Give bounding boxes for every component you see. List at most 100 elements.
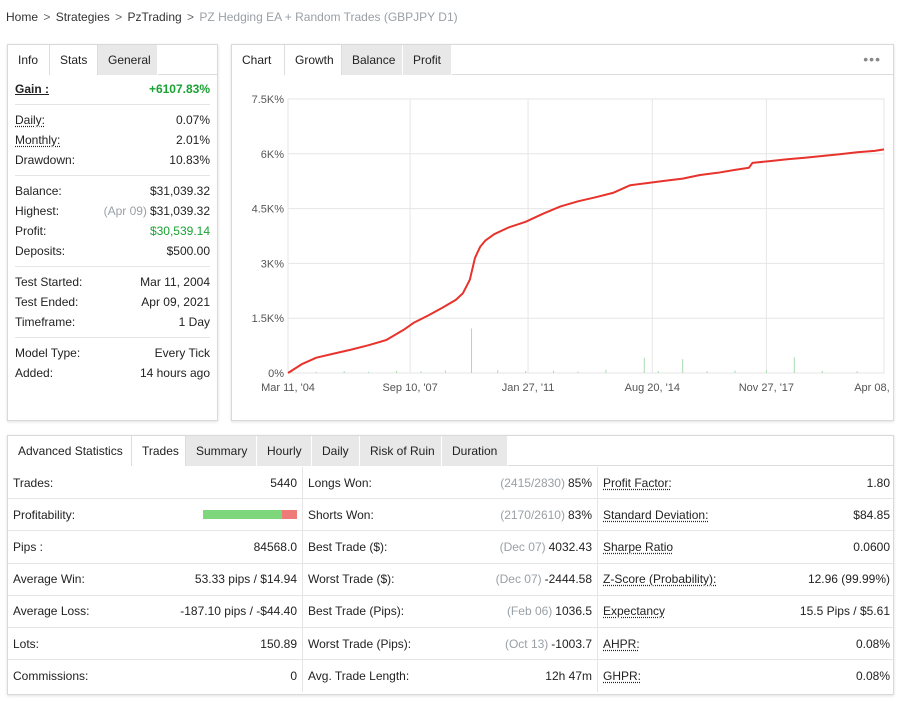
tab-growth[interactable]: Growth (284, 45, 342, 75)
ahpr-label[interactable]: AHPR: (603, 636, 640, 651)
breadcrumb-home[interactable]: Home (6, 10, 39, 24)
tab-chart[interactable]: Chart (232, 45, 284, 75)
average-loss-value: -187.10 pips / -$44.40 (180, 604, 297, 619)
stat-row: Expectancy 15.5 Pips / $5.61 (598, 596, 895, 628)
tab-hourly[interactable]: Hourly (257, 436, 312, 466)
stat-row: Sharpe Ratio 0.0600 (598, 531, 895, 564)
best-trade-pips-label: Best Trade (Pips): (308, 604, 405, 619)
lots-label: Lots: (13, 636, 40, 651)
tab-info[interactable]: Info (8, 45, 49, 75)
tab-duration[interactable]: Duration (442, 436, 508, 466)
y-tick-label: 1.5K% (252, 313, 285, 325)
advanced-col-3: Profit Factor: 1.80 Standard Deviation: $8… (598, 467, 895, 692)
advanced-col-1: Trades: 5440 Profitability: Pips : 84568.0… (8, 467, 303, 693)
z-score-label[interactable]: Z-Score (Probability): (603, 572, 717, 587)
shorts-won-value: 83% (567, 507, 592, 522)
average-loss-label: Average Loss: (13, 604, 90, 619)
expectancy-value: 15.5 Pips / $5.61 (799, 604, 890, 619)
tab-trades[interactable]: Trades (131, 436, 186, 466)
profit-value: $30,539.14 (149, 224, 210, 238)
ahpr-value: 0.08% (855, 636, 890, 651)
ellipsis-icon[interactable]: ••• (863, 51, 881, 67)
timeframe-label: Timeframe: (15, 315, 76, 329)
best-trade-usd-label: Best Trade ($): (308, 539, 388, 554)
lots-value: 150.89 (260, 636, 297, 651)
ghpr-label[interactable]: GHPR: (603, 669, 642, 684)
commissions-value: 0 (290, 669, 297, 684)
x-tick-label: Jan 27, '11 (502, 382, 555, 394)
x-tick-label: Nov 27, '17 (739, 382, 794, 394)
worst-trade-usd-note: (Dec 07) (495, 572, 542, 587)
tab-daily[interactable]: Daily (312, 436, 360, 466)
worst-trade-pips-value: -1003.7 (551, 636, 592, 651)
x-tick-label: Sep 10, '07 (382, 382, 437, 394)
breadcrumb-separator: > (43, 10, 51, 24)
x-tick-label: Mar 11, '04 (261, 382, 315, 394)
gain-label[interactable]: Gain : (15, 82, 50, 96)
profitability-bar (203, 510, 297, 520)
profitability-label: Profitability: (13, 507, 76, 522)
added-label: Added: (15, 366, 54, 380)
breadcrumb-current: PZ Hedging EA + Random Trades (GBPJPY D1… (199, 10, 458, 24)
test-started-value: Mar 11, 2004 (140, 275, 210, 289)
profit-label: Profit: (15, 224, 47, 238)
gain-value: +6107.83% (148, 82, 210, 96)
profit-row: Profit: $30,539.14 (15, 221, 210, 241)
info-body: Gain : +6107.83% Daily: 0.07% Monthly: 2… (8, 75, 217, 388)
profit-factor-label[interactable]: Profit Factor: (603, 475, 672, 490)
sharpe-ratio-label[interactable]: Sharpe Ratio (603, 539, 674, 554)
tab-balance[interactable]: Balance (342, 45, 403, 75)
test-ended-label: Test Ended: (15, 295, 79, 309)
tab-risk-of-ruin[interactable]: Risk of Ruin (360, 436, 442, 466)
info-tabs: Info Stats General (8, 45, 217, 75)
monthly-label[interactable]: Monthly: (15, 133, 61, 147)
stat-row: Profitability: (8, 499, 302, 532)
stat-row: AHPR: 0.08% (598, 628, 895, 661)
avg-trade-length-value: 12h 47m (545, 669, 592, 684)
best-trade-pips-note: (Feb 06) (506, 604, 553, 619)
tab-general[interactable]: General (98, 45, 158, 75)
timeframe-value: 1 Day (178, 315, 210, 329)
ghpr-value: 0.08% (855, 669, 890, 684)
gain-row: Gain : +6107.83% (15, 79, 210, 99)
shorts-won-note: (2170/2610) (500, 507, 565, 522)
added-value: 14 hours ago (139, 366, 210, 380)
breadcrumb-pztrading[interactable]: PzTrading (127, 10, 182, 24)
average-win-value: 53.33 pips / $14.94 (194, 572, 297, 587)
growth-chart: 0% 1.5K% 3K% 4.5K% 6K% 7.5K% Mar 11, '04 Sep 10… (252, 94, 893, 394)
model-type-label: Model Type: (15, 346, 81, 360)
stat-row: Best Trade ($): (Dec 07) 4032.43 (303, 531, 597, 564)
expectancy-label[interactable]: Expectancy (603, 604, 666, 619)
worst-trade-pips-label: Worst Trade (Pips): (308, 636, 412, 651)
pips-label: Pips : (13, 539, 44, 554)
info-panel: Info Stats General Gain : +6107.83% Dail… (7, 44, 218, 421)
stat-row: Pips : 84568.0 (8, 531, 302, 564)
breadcrumb-separator: > (115, 10, 123, 24)
best-trade-usd-value: 4032.43 (548, 539, 592, 554)
chart-tabs: Chart Growth Balance Profit (232, 45, 893, 75)
highest-value: $31,039.32 (149, 204, 210, 218)
stat-row: Worst Trade (Pips): (Oct 13) -1003.7 (303, 628, 597, 661)
daily-value: 0.07% (175, 113, 210, 127)
y-tick-label: 3K% (261, 258, 284, 270)
best-trade-usd-note: (Dec 07) (499, 539, 546, 554)
tab-stats[interactable]: Stats (49, 45, 98, 75)
daily-label[interactable]: Daily: (15, 113, 46, 127)
timeframe-row: Timeframe: 1 Day (15, 312, 210, 332)
profitability-win-fill (203, 510, 282, 520)
y-tick-label: 6K% (261, 149, 284, 161)
tab-advanced-statistics: Advanced Statistics (8, 436, 131, 466)
z-score-value: 12.96 (99.99%) (807, 572, 890, 587)
standard-deviation-label[interactable]: Standard Deviation: (603, 507, 709, 522)
tab-summary[interactable]: Summary (186, 436, 257, 466)
tab-profit[interactable]: Profit (403, 45, 452, 75)
test-started-row: Test Started: Mar 11, 2004 (15, 272, 210, 292)
highest-row: Highest: (Apr 09) $31,039.32 (15, 201, 210, 221)
breadcrumb-strategies[interactable]: Strategies (55, 10, 110, 24)
plot-frame (287, 98, 885, 374)
worst-trade-usd-value: -2444.58 (544, 572, 592, 587)
x-tick-label: Apr 08, '... (854, 382, 893, 394)
profitability-loss-fill (281, 510, 297, 520)
added-row: Added: 14 hours ago (15, 363, 210, 383)
stat-row: Commissions: 0 (8, 660, 302, 692)
